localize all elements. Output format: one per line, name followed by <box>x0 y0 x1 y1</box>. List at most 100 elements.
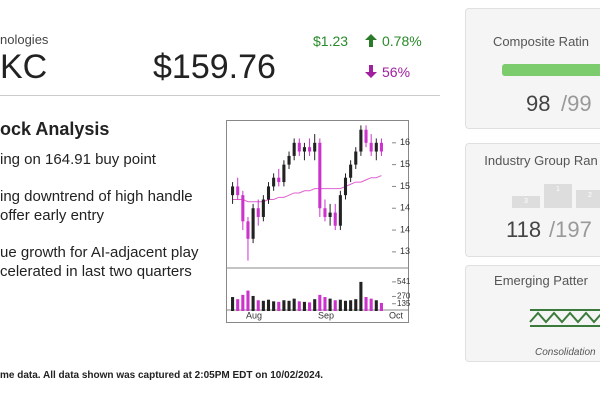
bullet: ing on 164.91 buy point <box>0 151 156 168</box>
candle-body <box>261 199 265 217</box>
card-title: Industry Group Ran <box>484 153 598 168</box>
volume-bar <box>266 299 271 311</box>
analysis-title: ock Analysis <box>0 119 110 139</box>
candle-body <box>354 151 358 165</box>
candle-body <box>246 221 250 239</box>
candle-body <box>266 186 271 200</box>
chart-frame <box>226 120 409 323</box>
bullet: ing downtrend of high handle offer early… <box>0 188 193 224</box>
volume-bar <box>241 294 245 311</box>
volume-bar <box>292 298 296 311</box>
candle-body <box>349 164 353 178</box>
volume-bar <box>246 290 250 311</box>
y-tick-label: 155 <box>400 159 410 169</box>
pattern-icon <box>529 309 600 327</box>
rating: 98 <box>526 91 551 116</box>
rating-bar <box>502 64 600 76</box>
industry-card: Industry Group Ran 3 1 2 118 /197 <box>465 143 600 257</box>
month-label: Sep <box>318 310 334 320</box>
month-label: Oct <box>389 310 404 320</box>
candle-body <box>343 177 348 196</box>
candle-body <box>287 155 291 165</box>
candle-body <box>364 129 368 143</box>
candle-body <box>231 186 235 196</box>
rank-box: 2 <box>576 190 600 208</box>
volume-bar <box>318 294 322 311</box>
volume-bar <box>328 298 332 311</box>
price: $159.76 <box>153 48 276 86</box>
volume-bar <box>256 300 260 311</box>
candle-body <box>297 142 301 152</box>
candle-body <box>302 147 306 152</box>
candle-body <box>313 142 317 152</box>
rank-box: 1 <box>544 184 572 208</box>
volume-pct: 56% <box>382 64 411 80</box>
change-pct: 0.78% <box>382 33 422 49</box>
volume-bar <box>236 299 240 311</box>
month-label: Aug <box>246 310 262 320</box>
volume-bar <box>349 300 353 311</box>
volume-bar <box>261 300 265 311</box>
moving-average <box>232 175 382 203</box>
volume-bar <box>333 300 337 311</box>
down-arrow <box>365 65 377 78</box>
volume-bar <box>379 302 383 311</box>
rank: 118 <box>506 217 542 242</box>
stock-chart: 135 140 145 150 155 160 541.7K 270.7K135.2K Aug S… <box>226 120 410 323</box>
rank-box: 3 <box>512 196 540 208</box>
pattern-card: Emerging Patter Consolidation <box>465 265 600 362</box>
up-arrow <box>365 34 377 47</box>
volume-bar <box>343 300 348 311</box>
candle-body <box>379 142 383 152</box>
candle-body <box>241 195 245 222</box>
candle-body <box>282 164 286 183</box>
v-tick-label: 270.7K <box>397 292 410 301</box>
y-tick-label: 160 <box>400 137 410 147</box>
volume-bar <box>231 297 235 311</box>
volume-bar <box>251 295 255 311</box>
composite-card: Composite Ratin 98 /99 <box>465 8 600 129</box>
candle-body <box>333 212 337 226</box>
rating-max: /99 <box>561 91 592 116</box>
volume-bar <box>297 301 301 311</box>
volume-bar <box>282 300 286 311</box>
candle-body <box>318 142 322 209</box>
volume-bar <box>308 302 312 311</box>
volume-bar <box>287 300 291 311</box>
card-title: Emerging Patter <box>494 273 588 288</box>
candle-body <box>256 208 260 217</box>
volume-bar <box>323 297 327 311</box>
volume-bar <box>338 299 342 311</box>
volume-bar <box>354 299 358 311</box>
volume-bar <box>369 298 373 311</box>
candle-body <box>272 177 276 187</box>
bullet: ue growth for AI-adjacent play celerated… <box>0 244 199 280</box>
candle-body <box>328 212 332 217</box>
y-tick-label: 145 <box>400 203 410 213</box>
volume-bar <box>302 301 306 311</box>
volume-bar <box>313 299 317 311</box>
rating-track <box>502 64 600 76</box>
volume-bar <box>374 300 378 311</box>
candle-body <box>236 186 240 196</box>
candle-body <box>251 208 255 239</box>
candle-body <box>277 177 281 183</box>
y-tick-label: 140 <box>400 224 410 234</box>
rank-total: /197 <box>549 217 592 242</box>
candle-body <box>338 195 342 226</box>
candle-body <box>374 142 378 152</box>
v-tick-label: 135.2K <box>397 299 410 308</box>
volume-bar <box>364 297 368 311</box>
volume-bar <box>359 281 363 311</box>
change: $1.23 <box>313 33 349 49</box>
candle-body <box>369 142 373 152</box>
volume-bar <box>272 301 276 311</box>
v-tick-label: 541.7K <box>397 277 410 286</box>
ticker: KC <box>0 48 48 86</box>
candle-body <box>308 147 312 152</box>
y-tick-label: 135 <box>400 246 410 256</box>
candle-body <box>359 129 363 152</box>
candle-body <box>323 208 327 217</box>
divider <box>0 95 440 96</box>
